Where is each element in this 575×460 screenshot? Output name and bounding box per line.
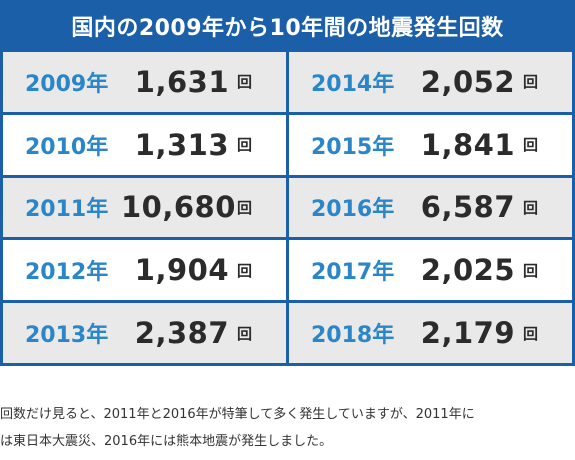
unit-label: 回 (523, 73, 539, 92)
unit-label: 回 (237, 261, 253, 280)
count-value: 1,841 (420, 127, 515, 162)
table-title: 国内の2009年から10年間の地震発生回数 (71, 16, 504, 41)
year-label: 2015年 (311, 134, 395, 160)
unit-label: 回 (523, 261, 539, 280)
count-value: 2,052 (420, 64, 515, 99)
earthquake-count-table: 国内の2009年から10年間の地震発生回数 2009年 1,631 回 2010… (0, 0, 575, 366)
year-label: 2011年 (25, 197, 109, 223)
right-column: 2014年 2,052 回 2015年 1,841 回 2016年 6,587 … (289, 52, 572, 363)
count-value: 1,313 (134, 127, 229, 162)
count-value: 1,631 (134, 64, 229, 99)
table-grid: 2009年 1,631 回 2010年 1,313 回 2011年 10,680… (3, 52, 572, 363)
table-row: 2010年 1,313 回 (3, 114, 286, 175)
unit-label: 回 (237, 198, 253, 217)
table-row: 2013年 2,387 回 (3, 303, 286, 363)
unit-label: 回 (237, 73, 253, 92)
year-label: 2017年 (311, 260, 395, 286)
count-value: 10,680 (121, 190, 236, 225)
year-label: 2014年 (311, 71, 395, 97)
unit-label: 回 (237, 136, 253, 155)
year-label: 2010年 (25, 134, 109, 160)
count-value: 1,904 (134, 253, 229, 288)
count-value: 2,387 (134, 316, 229, 351)
table-row: 2011年 10,680 回 (3, 177, 286, 238)
table-row: 2017年 2,025 回 (289, 240, 572, 301)
unit-label: 回 (523, 324, 539, 343)
unit-label: 回 (237, 324, 253, 343)
table-row: 2014年 2,052 回 (289, 52, 572, 112)
year-label: 2012年 (25, 260, 109, 286)
year-label: 2009年 (25, 71, 109, 97)
year-label: 2018年 (311, 323, 395, 349)
year-label: 2016年 (311, 197, 395, 223)
caption-line: は東日本大震災、2016年には熊本地震が発生しました。 (0, 434, 333, 449)
unit-label: 回 (523, 198, 539, 217)
caption-text: 回数だけ見ると、2011年と2016年が特筆して多く発生していますが、2011年… (0, 401, 575, 455)
table-row: 2012年 1,904 回 (3, 240, 286, 301)
table-row: 2009年 1,631 回 (3, 52, 286, 112)
count-value: 2,025 (420, 253, 515, 288)
left-column: 2009年 1,631 回 2010年 1,313 回 2011年 10,680… (3, 52, 286, 363)
year-label: 2013年 (25, 323, 109, 349)
table-row: 2016年 6,587 回 (289, 177, 572, 238)
unit-label: 回 (523, 136, 539, 155)
count-value: 2,179 (420, 316, 515, 351)
caption-line: 回数だけ見ると、2011年と2016年が特筆して多く発生していますが、2011年… (0, 407, 475, 422)
table-row: 2015年 1,841 回 (289, 114, 572, 175)
count-value: 6,587 (420, 190, 515, 225)
table-row: 2018年 2,179 回 (289, 303, 572, 363)
